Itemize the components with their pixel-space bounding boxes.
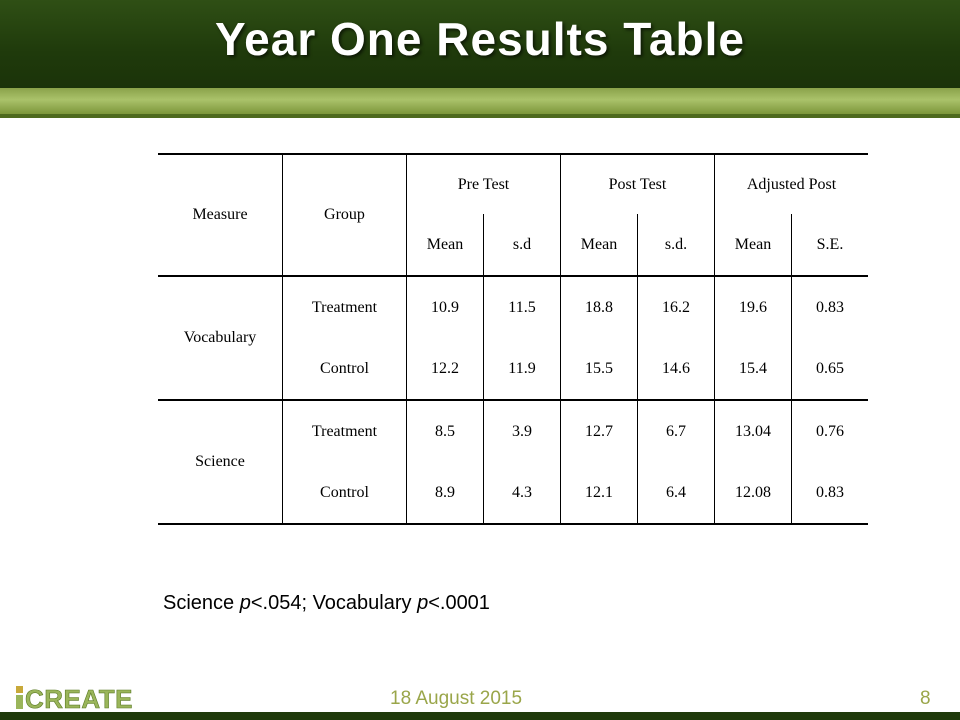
value-cell: 15.5 bbox=[560, 338, 638, 401]
header-band bbox=[0, 88, 960, 114]
value-cell: 8.9 bbox=[406, 462, 484, 525]
subheader-post-mean: Mean bbox=[560, 214, 638, 277]
table-row: Control 12.2 11.9 15.5 14.6 15.4 0.65 bbox=[158, 338, 868, 401]
value-cell: 14.6 bbox=[637, 338, 715, 401]
table-row: Vocabulary Treatment 10.9 11.5 18.8 16.2… bbox=[158, 276, 868, 401]
page-number: 8 bbox=[920, 688, 931, 709]
note-text: <.054; Vocabulary bbox=[250, 592, 418, 614]
note-p-symbol: p bbox=[417, 592, 429, 614]
subheader-adj-se: S.E. bbox=[791, 214, 868, 277]
subheader-pre-sd: s.d bbox=[483, 214, 561, 277]
results-table: Measure Group Pre Test Post Test Adjuste… bbox=[158, 153, 868, 525]
value-cell: 18.8 bbox=[560, 276, 638, 338]
subheader-pre-mean: Mean bbox=[406, 214, 484, 277]
note-text: Science bbox=[163, 592, 240, 614]
measure-science: Science bbox=[158, 400, 283, 525]
measure-vocabulary: Vocabulary bbox=[158, 276, 283, 401]
value-cell: 11.9 bbox=[483, 338, 561, 401]
group-cell: Control bbox=[282, 462, 407, 525]
slide-date: 18 August 2015 bbox=[390, 688, 523, 709]
value-cell: 15.4 bbox=[714, 338, 792, 401]
value-cell: 0.83 bbox=[791, 462, 868, 525]
value-cell: 12.2 bbox=[406, 338, 484, 401]
title-bar: Year One Results Table bbox=[0, 0, 960, 88]
header-band-divider bbox=[0, 114, 960, 118]
col-header-post-test: Post Test bbox=[560, 153, 715, 214]
col-header-adjusted-post: Adjusted Post bbox=[714, 153, 868, 214]
col-header-measure: Measure bbox=[158, 153, 283, 276]
subheader-adj-mean: Mean bbox=[714, 214, 792, 277]
group-cell: Control bbox=[282, 338, 407, 401]
value-cell: 6.7 bbox=[637, 400, 715, 462]
value-cell: 11.5 bbox=[483, 276, 561, 338]
note-text: <.0001 bbox=[428, 592, 490, 614]
value-cell: 19.6 bbox=[714, 276, 792, 338]
value-cell: 12.7 bbox=[560, 400, 638, 462]
significance-note: Science p<.054; Vocabulary p<.0001 bbox=[163, 592, 490, 615]
table-row: Science Treatment 8.5 3.9 12.7 6.7 13.04… bbox=[158, 400, 868, 525]
logo-text: CREATE bbox=[25, 684, 133, 712]
subheader-post-sd: s.d. bbox=[637, 214, 715, 277]
value-cell: 0.76 bbox=[816, 422, 844, 440]
value-cell: 16.2 bbox=[637, 276, 715, 338]
value-cell: 4.3 bbox=[483, 462, 561, 525]
value-cell: 13.04 bbox=[714, 400, 792, 462]
value-cell: 12.1 bbox=[560, 462, 638, 525]
icreate-logo: CREATE bbox=[16, 684, 133, 712]
value-cell: 8.5 bbox=[406, 400, 484, 462]
value-cell: 0.65 bbox=[791, 338, 868, 401]
group-cell: Treatment bbox=[282, 276, 407, 338]
col-header-group: Group bbox=[282, 153, 407, 276]
bottom-bar bbox=[0, 712, 960, 720]
value-cell: 10.9 bbox=[406, 276, 484, 338]
col-header-pre-test: Pre Test bbox=[406, 153, 561, 214]
table-row: Control 8.9 4.3 12.1 6.4 12.08 0.83 bbox=[158, 462, 868, 525]
slide-title: Year One Results Table bbox=[215, 13, 745, 65]
note-p-symbol: p bbox=[239, 592, 251, 614]
value-cell: 12.08 bbox=[714, 462, 792, 525]
value-cell: 3.9 bbox=[483, 400, 561, 462]
value-cell: 0.83 bbox=[816, 298, 844, 316]
group-cell: Treatment bbox=[282, 400, 407, 462]
value-cell: 6.4 bbox=[637, 462, 715, 525]
